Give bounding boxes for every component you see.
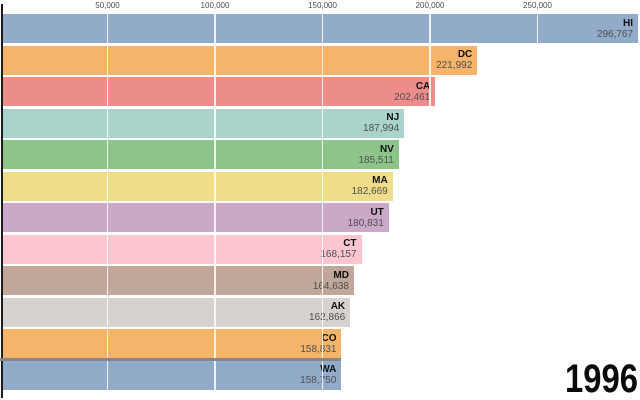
bar-value: 158,831 bbox=[300, 343, 337, 355]
bar-state-code: NV bbox=[379, 143, 394, 155]
bar-HI: HI 296,767 bbox=[2, 14, 639, 43]
bar-value: 168,157 bbox=[320, 249, 357, 260]
bar-value: 202,461 bbox=[394, 91, 431, 103]
bar-MD: MD 164,638 bbox=[2, 266, 354, 295]
bar-WA: WA 158,750 bbox=[2, 360, 342, 390]
bar-state-code: HI bbox=[623, 17, 634, 29]
x-axis-tick-label: 250,000 bbox=[523, 1, 552, 10]
year-label: 1996 bbox=[565, 357, 638, 400]
bar-value: 182,669 bbox=[351, 186, 388, 197]
bar-label-group: AK 162,866 bbox=[309, 301, 345, 323]
bar-NV: NV 185,511 bbox=[2, 140, 399, 169]
bar-value: 187,994 bbox=[363, 123, 400, 134]
bar-DC: DC 221,992 bbox=[2, 45, 478, 75]
bar-NJ: NJ 187,994 bbox=[2, 108, 405, 138]
y-axis-line bbox=[0, 4, 3, 398]
bar-label-group: DC 221,992 bbox=[436, 49, 472, 71]
bar-state-code: NJ bbox=[386, 112, 400, 123]
gridline bbox=[214, 14, 216, 392]
bar-CO: CO 158,831 bbox=[2, 329, 342, 358]
x-axis-tick-label: 50,000 bbox=[95, 1, 120, 10]
bar-value: 296,767 bbox=[596, 28, 634, 40]
bar-state-code: MA bbox=[372, 175, 388, 186]
bar-CA: CA 202,461 bbox=[2, 77, 436, 106]
bar-state-code: UT bbox=[370, 206, 384, 218]
gridline bbox=[536, 14, 539, 392]
bar-state-code: MD bbox=[333, 269, 349, 281]
x-axis-tick-label: 150,000 bbox=[308, 1, 337, 10]
bar-label-group: CA 202,461 bbox=[394, 81, 430, 103]
bar-value: 180,831 bbox=[347, 217, 384, 229]
bar-value: 185,511 bbox=[358, 154, 394, 166]
bar-label-group: UT 180,831 bbox=[348, 207, 384, 229]
bar-state-code: DC bbox=[457, 49, 473, 60]
bar-value: 221,992 bbox=[436, 60, 473, 71]
bar-label-group: NJ 187,994 bbox=[363, 112, 399, 134]
bar-label-group: CT 168,157 bbox=[320, 238, 356, 260]
gridline bbox=[429, 14, 431, 392]
bar-state-code: CA bbox=[415, 80, 431, 92]
bar-state-code: CO bbox=[321, 332, 337, 344]
bar-UT: UT 180,831 bbox=[2, 203, 389, 232]
x-axis-tick-label: 200,000 bbox=[415, 1, 445, 10]
x-axis-tick-label: 100,000 bbox=[200, 1, 230, 10]
bar-CT: CT 168,157 bbox=[2, 234, 362, 264]
gridline bbox=[106, 14, 109, 392]
bar-MA: MA 182,669 bbox=[2, 171, 393, 201]
bar-label-group: MD 164,638 bbox=[313, 270, 349, 292]
bar-label-group: WA 158,750 bbox=[300, 364, 336, 386]
bar-value: 158,750 bbox=[300, 375, 337, 386]
bar-AK: AK 162,866 bbox=[2, 297, 351, 327]
bar-label-group: CO 158,831 bbox=[300, 333, 336, 355]
bar-state-code: CT bbox=[343, 238, 357, 249]
transition-bar-remnant-line bbox=[0, 358, 342, 361]
gridline bbox=[321, 14, 324, 392]
bar-label-group: NV 185,511 bbox=[358, 144, 393, 166]
bar-state-code: AK bbox=[330, 301, 346, 312]
bar-state-code: WA bbox=[320, 364, 337, 375]
bar-label-group: HI 296,767 bbox=[597, 18, 633, 40]
bar-value: 162,866 bbox=[309, 312, 346, 323]
bar-label-group: MA 182,669 bbox=[352, 175, 388, 197]
bar-value: 164,638 bbox=[312, 280, 349, 292]
